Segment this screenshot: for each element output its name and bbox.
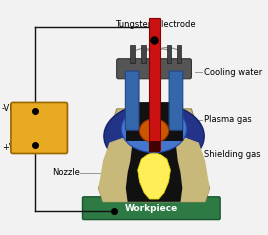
Polygon shape xyxy=(126,136,182,202)
Text: Nozzle: Nozzle xyxy=(52,168,80,177)
Bar xyxy=(177,45,181,63)
Polygon shape xyxy=(98,109,210,202)
Ellipse shape xyxy=(121,105,187,153)
Text: +VE: +VE xyxy=(2,143,20,152)
Bar xyxy=(141,45,146,63)
FancyBboxPatch shape xyxy=(169,71,183,130)
FancyBboxPatch shape xyxy=(11,102,68,153)
Bar xyxy=(126,102,182,140)
Bar xyxy=(167,45,171,63)
Text: Tungsten electrode: Tungsten electrode xyxy=(115,20,195,28)
Text: Workpiece: Workpiece xyxy=(125,204,178,213)
Bar xyxy=(148,18,159,150)
Text: Cooling water: Cooling water xyxy=(204,68,262,77)
Ellipse shape xyxy=(104,103,204,169)
Text: -VE: -VE xyxy=(2,104,15,113)
Polygon shape xyxy=(138,153,170,199)
Text: Shielding gas: Shielding gas xyxy=(204,150,261,159)
Text: Plasma gas: Plasma gas xyxy=(204,115,252,124)
Polygon shape xyxy=(98,133,210,202)
Polygon shape xyxy=(148,140,161,154)
FancyBboxPatch shape xyxy=(125,71,139,130)
Text: Power
source: Power source xyxy=(22,118,56,138)
FancyBboxPatch shape xyxy=(117,59,191,79)
Bar xyxy=(148,141,159,152)
Bar xyxy=(130,45,135,63)
Polygon shape xyxy=(126,133,182,202)
Ellipse shape xyxy=(139,119,169,143)
FancyBboxPatch shape xyxy=(83,197,220,219)
